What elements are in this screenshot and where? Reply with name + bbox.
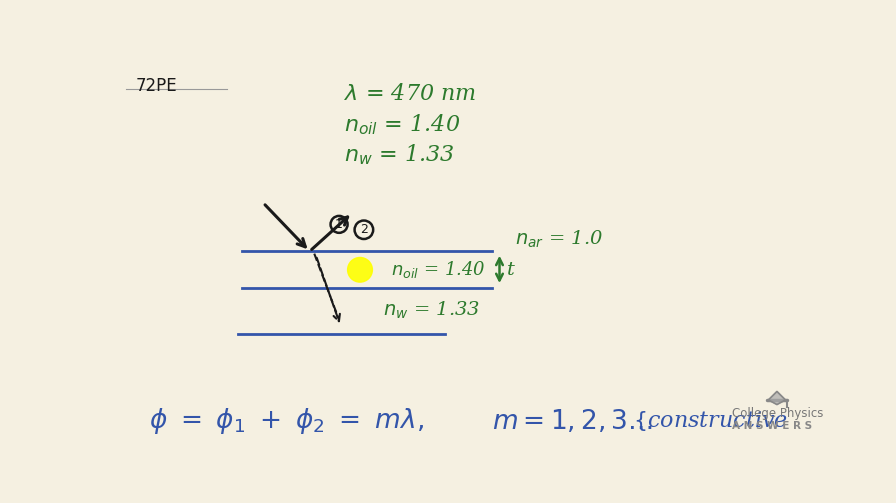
Circle shape (348, 258, 373, 282)
Text: $m = 1, 2, 3\ldots$: $m = 1, 2, 3\ldots$ (492, 407, 652, 434)
Text: A N S W E R S: A N S W E R S (732, 421, 812, 431)
Text: 1: 1 (335, 218, 343, 231)
Text: $\phi\ =\ \phi_1\ +\ \phi_2\ =\ m\lambda,$: $\phi\ =\ \phi_1\ +\ \phi_2\ =\ m\lambda… (150, 406, 424, 436)
Text: $n_{ar}$ = 1.0: $n_{ar}$ = 1.0 (515, 229, 603, 250)
Text: 72PE: 72PE (135, 77, 177, 95)
Text: College Physics: College Physics (732, 406, 823, 420)
Text: $n_{oil}$ = 1.40: $n_{oil}$ = 1.40 (391, 260, 486, 280)
Text: $n_{w}$ = 1.33: $n_{w}$ = 1.33 (344, 142, 455, 166)
Text: 2: 2 (360, 223, 368, 236)
Text: $\{$constructive: $\{$constructive (633, 409, 788, 433)
Text: $\lambda$ = 470 nm: $\lambda$ = 470 nm (344, 83, 477, 106)
Text: $n_{w}$ = 1.33: $n_{w}$ = 1.33 (383, 300, 480, 321)
Polygon shape (769, 391, 786, 404)
Text: $n_{oil}$ = 1.40: $n_{oil}$ = 1.40 (344, 113, 461, 137)
Text: t: t (507, 261, 515, 279)
